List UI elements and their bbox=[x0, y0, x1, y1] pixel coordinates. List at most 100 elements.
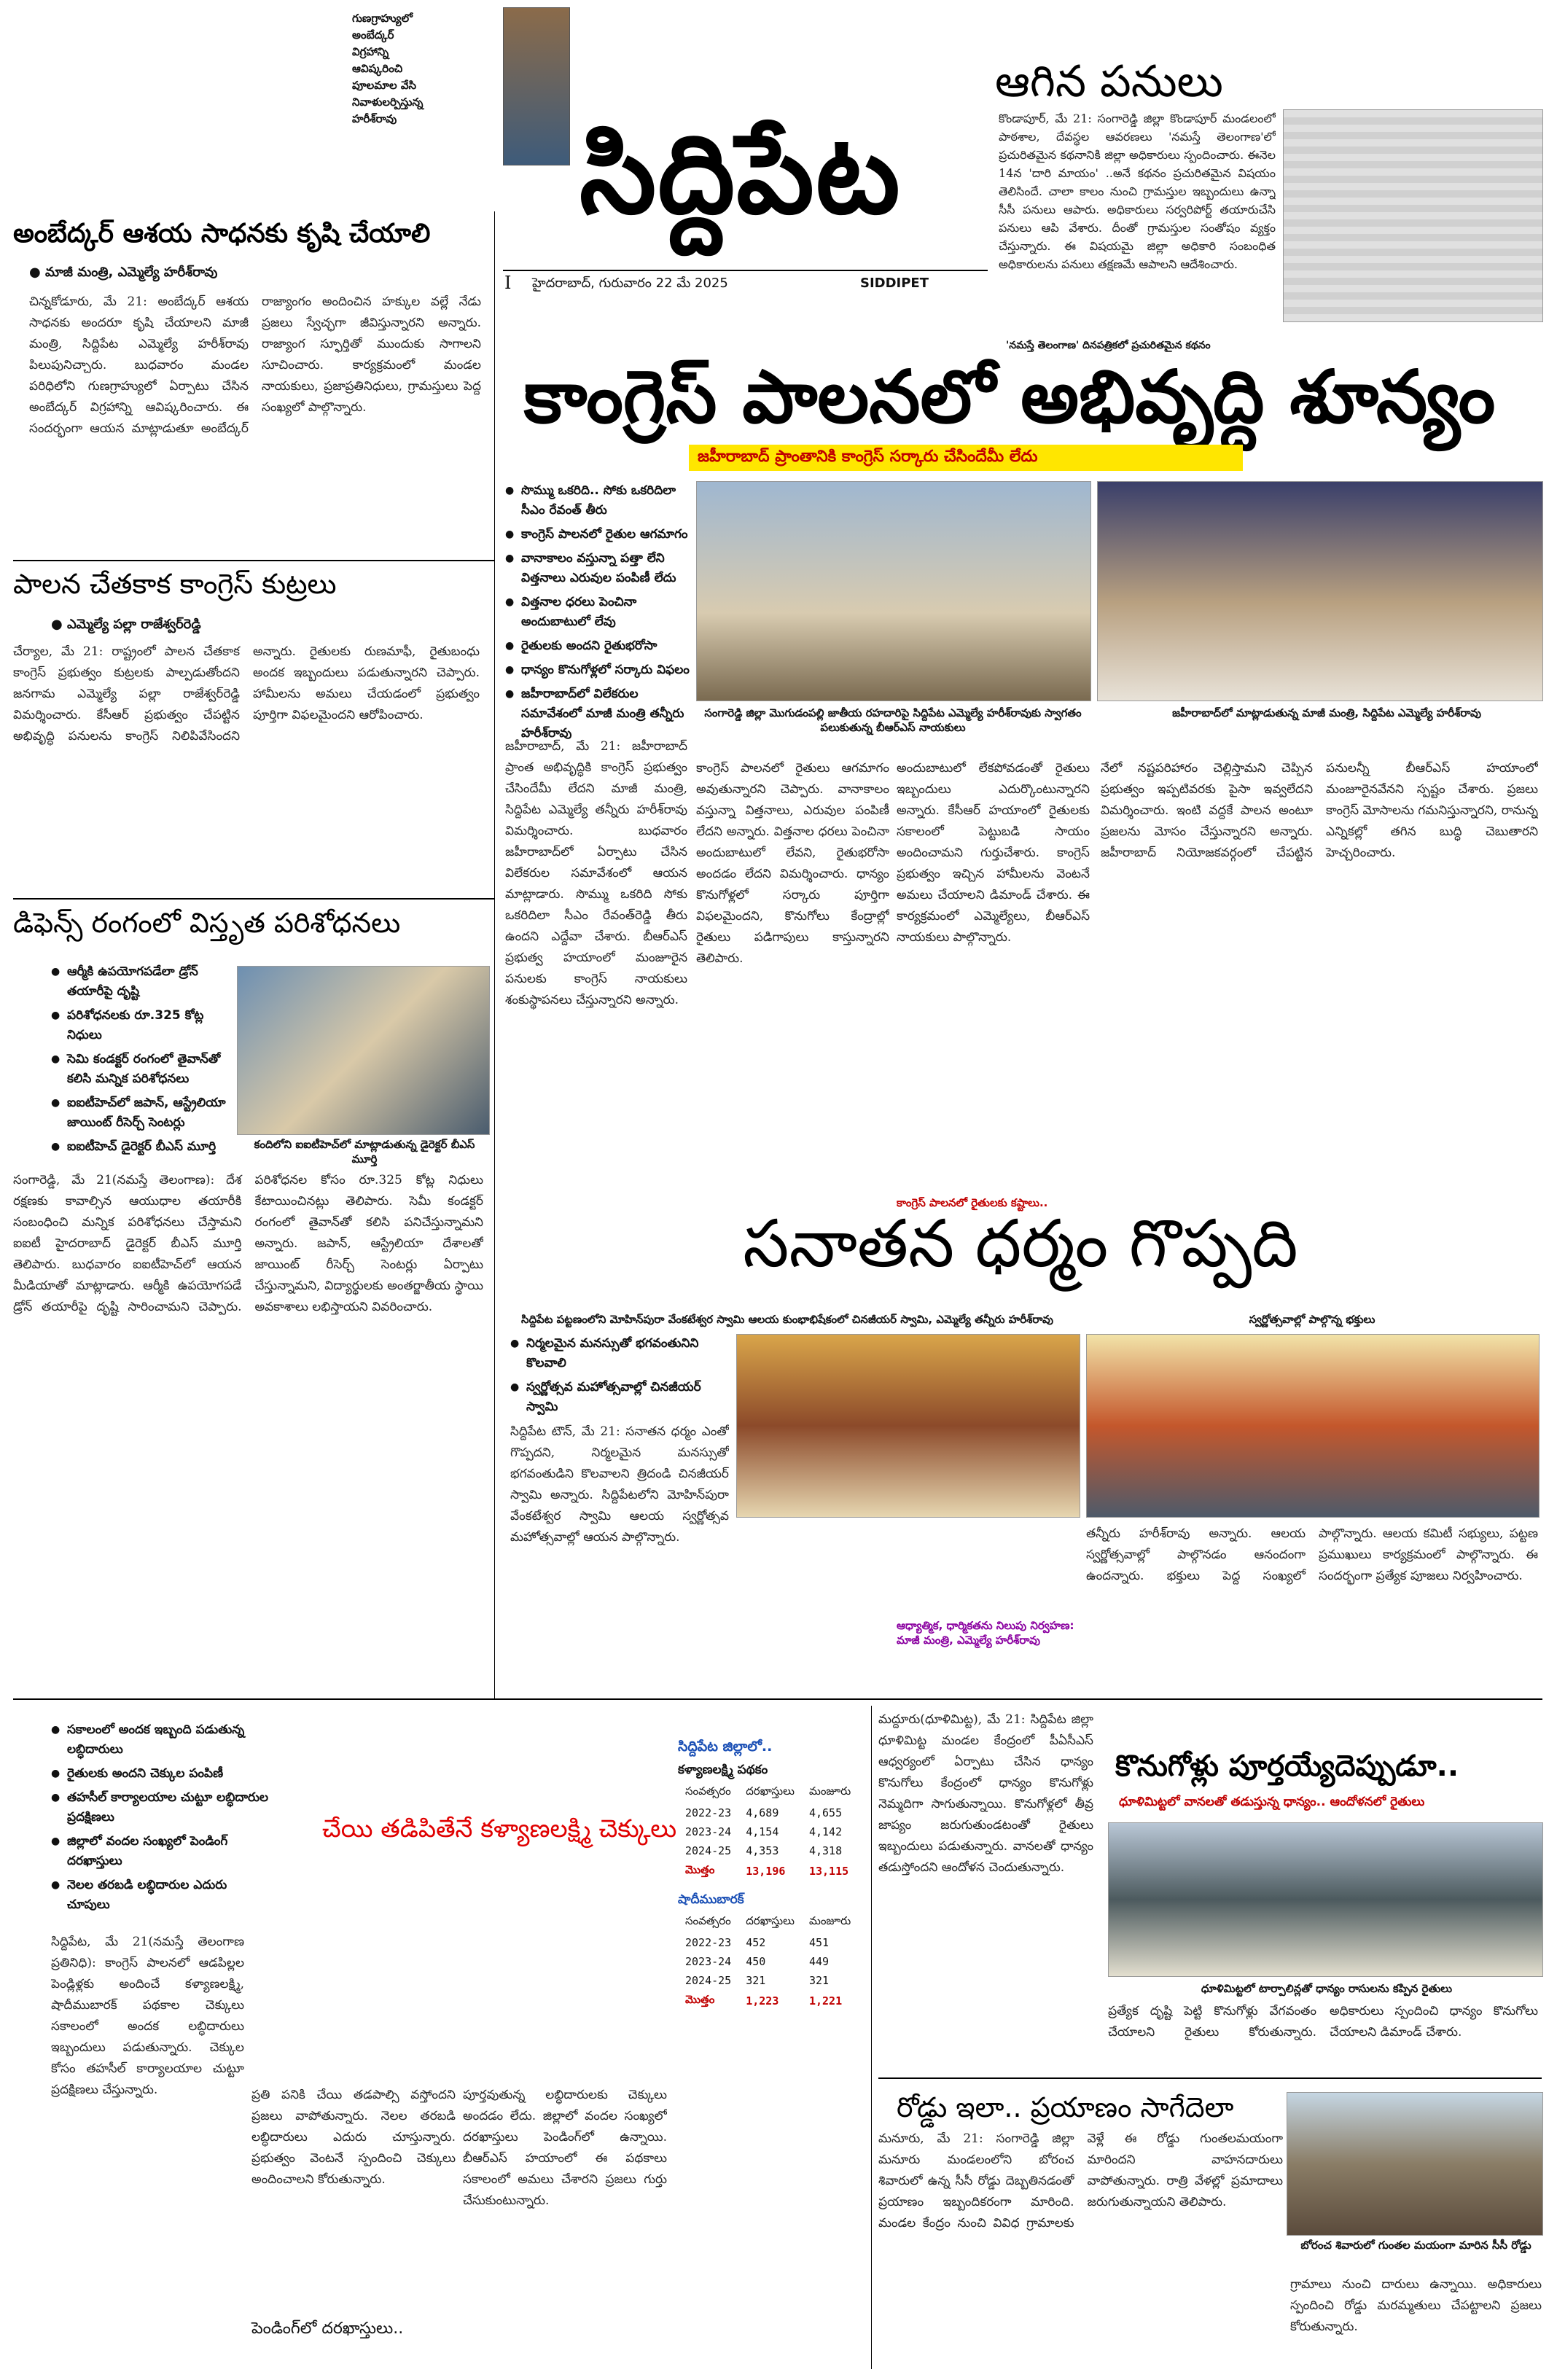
sanatana-photo-1-caption: సిద్దిపేట పట్టణంలోని మోహిన్‌పురా వేంకటేశ… bbox=[521, 1313, 1053, 1326]
table-row: 2023-24 4,154 4,142 bbox=[685, 1825, 843, 1838]
top-right-headline: ఆగిన పనులు bbox=[995, 56, 1223, 107]
byline-text: మాజీ మంత్రి, ఎమ్మెల్యే హరీశ్‌రావు bbox=[44, 265, 218, 280]
konugollu-photo bbox=[1108, 1822, 1543, 1977]
kalyana-body-2: ప్రతి పనికి చేయి తడపాల్సి వస్తోందని ప్రజ… bbox=[251, 2088, 456, 2187]
table-row: 2024-25 4,353 4,318 bbox=[685, 1844, 843, 1857]
table2-title: షాదీముబారక్ bbox=[678, 1892, 744, 1907]
divider bbox=[13, 1698, 1542, 1700]
column-divider bbox=[494, 211, 495, 1698]
table-row: 2022-23 452 451 bbox=[685, 1936, 830, 1949]
main-body-2: కాంగ్రెస్ పాలనలో రైతులు ఆగమాగం అవుతున్నా… bbox=[696, 761, 889, 966]
main-headline: కాంగ్రెస్ పాలనలో అభివృద్ధి శూన్యం bbox=[523, 354, 1496, 440]
bullet-item: ధాన్యం కొనుగోళ్లలో సర్కారు విఫలం bbox=[505, 660, 691, 680]
main-body-3: అందుబాటులో లేకపోవడంతో రైతులు ఇబ్బందులు ఎ… bbox=[897, 761, 1090, 945]
roddu-photo-caption: బోరంచ శివారులో గుంతల మయంగా మారిన సీసీ రో… bbox=[1300, 2239, 1531, 2252]
konugollu-body-1: మద్దూరు(ధూళిమిట్ట), మే 21: సిద్దిపేట జిల… bbox=[878, 1712, 1093, 1875]
col-sanctioned: మంజూరు bbox=[808, 1784, 851, 1798]
bullet-item: సెమి కండక్టర్ రంగంలో తైవాన్‌తో కలిసి మన్… bbox=[51, 1050, 226, 1089]
sanatana-body-2: తన్నీరు హరీశ్‌రావు అన్నారు. ఆలయ స్వర్ణోత… bbox=[1086, 1526, 1538, 1583]
roddu-body-1: మనూరు, మే 21: సంగారెడ్డి జిల్లా మనూరు మం… bbox=[878, 2131, 1283, 2231]
masthead-date: హైదరాబాద్, గురువారం 22 మే 2025 bbox=[532, 276, 728, 291]
col-applied: దరఖాస్తులు bbox=[746, 1914, 795, 1927]
col-sanctioned: మంజూరు bbox=[808, 1914, 851, 1927]
roddu-body-2: గ్రామాలు నుంచి దారులు ఉన్నాయి. అధికారులు… bbox=[1290, 2277, 1542, 2334]
roddu-headline: రోడ్డు ఇలా.. ప్రయాణం సాగేదెలా bbox=[897, 2091, 1234, 2123]
left-story3-body: సంగారెడ్డి, మే 21(నమస్తే తెలంగాణ): దేశ ర… bbox=[13, 1173, 483, 1314]
main-bullets: సొమ్ము ఒకరిది.. సోకు ఒకరిదిలా సీఎం రేవంత… bbox=[505, 481, 691, 748]
col-year: సంవత్సరం bbox=[685, 1914, 731, 1927]
bullet-item: పరిశోధనలకు రూ.325 కోట్ల నిధులు bbox=[51, 1006, 226, 1045]
left-story2-headline: పాలన చేతకాక కాంగ్రెస్ కుట్రలు bbox=[13, 568, 337, 600]
kalyana-body-1: సిద్దిపేట, మే 21(నమస్తే తెలంగాణ ప్రతినిధ… bbox=[51, 1935, 244, 2097]
main-subhead: జహీరాబాద్ ప్రాంతానికి కాంగ్రెస్ సర్కారు … bbox=[689, 445, 1243, 471]
roddu-photo bbox=[1287, 2092, 1543, 2236]
divider bbox=[13, 560, 494, 561]
bullet-item: జిల్లాలో వందల సంఖ్యలో పెండింగ్ దరఖాస్తుల… bbox=[51, 1832, 270, 1871]
column-divider bbox=[871, 1706, 872, 2369]
left-story1-byline: ● మాజీ మంత్రి, ఎమ్మెల్యే హరీశ్‌రావు bbox=[29, 264, 219, 281]
bullet-icon: ● bbox=[29, 265, 45, 280]
divider bbox=[13, 898, 494, 900]
main-photo-2 bbox=[1097, 481, 1543, 701]
sanatana-bullets: నిర్మలమైన మనస్సుతో భగవంతునిని కొలవాలి స్… bbox=[510, 1334, 729, 1421]
left-story2-byline: ● ఎమ్మెల్యే పల్లా రాజేశ్వర్‌రెడ్డి bbox=[51, 616, 241, 633]
bullet-item: నెలల తరబడి లబ్ధిదారుల ఎదురు చూపులు bbox=[51, 1876, 270, 1915]
konugollu-subhead: ధూళిమిట్టలో వానలతో తడుస్తున్న ధాన్యం.. ఆ… bbox=[1119, 1795, 1425, 1809]
left-story3-photo bbox=[237, 966, 490, 1135]
table1-title: కళ్యాణలక్ష్మి పథకం bbox=[678, 1763, 768, 1777]
divider bbox=[878, 2077, 1542, 2079]
sanatana-photo-1b bbox=[736, 1334, 1080, 1518]
sanatana-photo-2 bbox=[1086, 1334, 1540, 1518]
main-body-1: జహీరాబాద్, మే 21: జహీరాబాద్ ప్రాంత అభివృ… bbox=[505, 739, 687, 1007]
bullet-item: కాంగ్రెస్ పాలనలో రైతుల ఆగమాగం bbox=[505, 525, 691, 545]
kalyana-headline: చేయి తడిపితేనే కళ్యాణలక్ష్మి చెక్కులు bbox=[321, 1814, 677, 1843]
col-year: సంవత్సరం bbox=[685, 1784, 731, 1798]
table1: సంవత్సరం దరఖాస్తులు మంజూరు 2022-23 4,689 4,6… bbox=[678, 1782, 858, 1882]
bullet-item: రైతులకు అందని రైతుభరోసా bbox=[505, 636, 691, 656]
table-row: 2024-25 321 321 bbox=[685, 1974, 830, 1987]
byline-text: ఎమ్మెల్యే పల్లా రాజేశ్వర్‌రెడ్డి bbox=[66, 617, 201, 632]
kalyana-body-3: పూర్తవుతున్న లబ్ధిదారులకు చెక్కులు అందడం… bbox=[463, 2088, 667, 2208]
bullet-item: ఐఐటీహెచ్ డైరెక్టర్ బీఎస్ మూర్తి bbox=[51, 1137, 226, 1157]
bullet-item: జహీరాబాద్‌లో విలేకరుల సమావేశంలో మాజీ మంత… bbox=[505, 684, 691, 744]
table-row: 2023-24 450 449 bbox=[685, 1955, 830, 1968]
bullet-icon: ● bbox=[51, 617, 67, 632]
left-story2-body: చేర్యాల, మే 21: రాష్ట్రంలో పాలన చేతకాక క… bbox=[13, 644, 480, 744]
table-total: మొత్తం 13,196 13,115 bbox=[685, 1863, 849, 1878]
konugollu-headline: కొనుగోళ్లు పూర్తయ్యేదెప్పుడూ.. bbox=[1115, 1749, 1459, 1783]
kalyana-subhead-bottom: పెండింగ్‌లో దరఖాస్తులు.. bbox=[251, 2319, 404, 2338]
masthead-english: SIDDIPET bbox=[860, 276, 929, 291]
col-applied: దరఖాస్తులు bbox=[746, 1784, 795, 1798]
masthead-title: సిద్దిపేట bbox=[580, 112, 902, 238]
main-body-4: నేలో నష్టపరిహారం చెల్లిస్తామని చెప్పిన ప… bbox=[1101, 761, 1538, 860]
masthead-photo bbox=[503, 7, 570, 165]
left-story1-headline: అంబేద్కర్ ఆశయ సాధనకు కృషి చేయాలి bbox=[13, 219, 431, 249]
bullet-item: విత్తనాల ధరలు పెంచినా అందుబాటులో లేవు bbox=[505, 593, 691, 632]
sanatana-highlight: ఆధ్యాత్మిక, ధార్మికతను నిలుపు నిర్వహణ: మ… bbox=[897, 1619, 1074, 1647]
left-story3-bullets: ఆర్మీకి ఉపయోగపడేలా డ్రోన్ తయారీపై దృష్టి… bbox=[51, 962, 226, 1161]
table-row: 2022-23 4,689 4,655 bbox=[685, 1806, 843, 1819]
sanatana-photo-2-caption: స్వర్ణోత్సవాల్లో పాల్గొన్న భక్తులు bbox=[1249, 1313, 1375, 1326]
bullet-item: వానాకాలం వస్తున్నా పత్తా లేని విత్తనాలు … bbox=[505, 549, 691, 588]
bullet-item: తహసీల్ కార్యాలయాల చుట్టూ లబ్ధిదారుల ప్రద… bbox=[51, 1788, 270, 1827]
bullet-item: సొమ్ము ఒకరిది.. సోకు ఒకరిదిలా సీఎం రేవంత… bbox=[505, 481, 691, 520]
sanatana-headline: సనాతన ధర్మం గొప్పది bbox=[743, 1206, 1298, 1282]
bullet-item: సకాలంలో అందక ఇబ్బంది పడుతున్న లబ్ధిదారుల… bbox=[51, 1720, 270, 1760]
bullet-item: రైతులకు అందని చెక్కుల పంపిణీ bbox=[51, 1764, 270, 1784]
top-right-body: కొండాపూర్, మే 21: సంగారెడ్డి జిల్లా కొండ… bbox=[999, 112, 1276, 271]
top-right-clipping-photo bbox=[1283, 109, 1543, 322]
table-total: మొత్తం 1,223 1,221 bbox=[685, 1993, 843, 2008]
konugollu-body-2: ప్రత్యేక దృష్టి పెట్టి కొనుగోళ్లు వేగవంత… bbox=[1108, 2004, 1538, 2040]
top-right-footnote: 'నమస్తే తెలంగాణ' దినపత్రికలో ప్రచురితమైన… bbox=[1006, 340, 1211, 351]
konugollu-photo-caption: ధూళిమిట్టలో టార్పాలిన్లతో ధాన్యం రాసులను… bbox=[1201, 1982, 1453, 1995]
main-photo-1 bbox=[696, 481, 1091, 701]
kalyana-bullets: సకాలంలో అందక ఇబ్బంది పడుతున్న లబ్ధిదారుల… bbox=[51, 1720, 270, 1919]
ear-caption: గుణగ్రాహ్యులో అంబేద్కర్ విగ్రహాన్ని ఆవిష… bbox=[352, 12, 424, 125]
masthead-ear-left: గుణగ్రాహ్యులో అంబేద్కర్ విగ్రహాన్ని ఆవిష… bbox=[352, 10, 498, 128]
bullet-item: నిర్మలమైన మనస్సుతో భగవంతునిని కొలవాలి bbox=[510, 1334, 729, 1373]
left-story1-body: చిన్నకోడూరు, మే 21: అంబేద్కర్ ఆశయ సాధనకు… bbox=[29, 294, 481, 436]
main-photo-2-caption: జహీరాబాద్‌లో మాట్లాడుతున్న మాజీ మంత్రి, … bbox=[1172, 706, 1481, 719]
main-inline-subhead: కాంగ్రెస్ పాలనలో రైతులకు కష్టాలు.. bbox=[897, 1196, 1048, 1209]
bullet-item: స్వర్ణోత్సవ మహోత్సవాల్లో చినజీయర్ స్వామి bbox=[510, 1378, 729, 1417]
stats-title: సిద్దిపేట జిల్లాలో.. bbox=[678, 1739, 773, 1755]
